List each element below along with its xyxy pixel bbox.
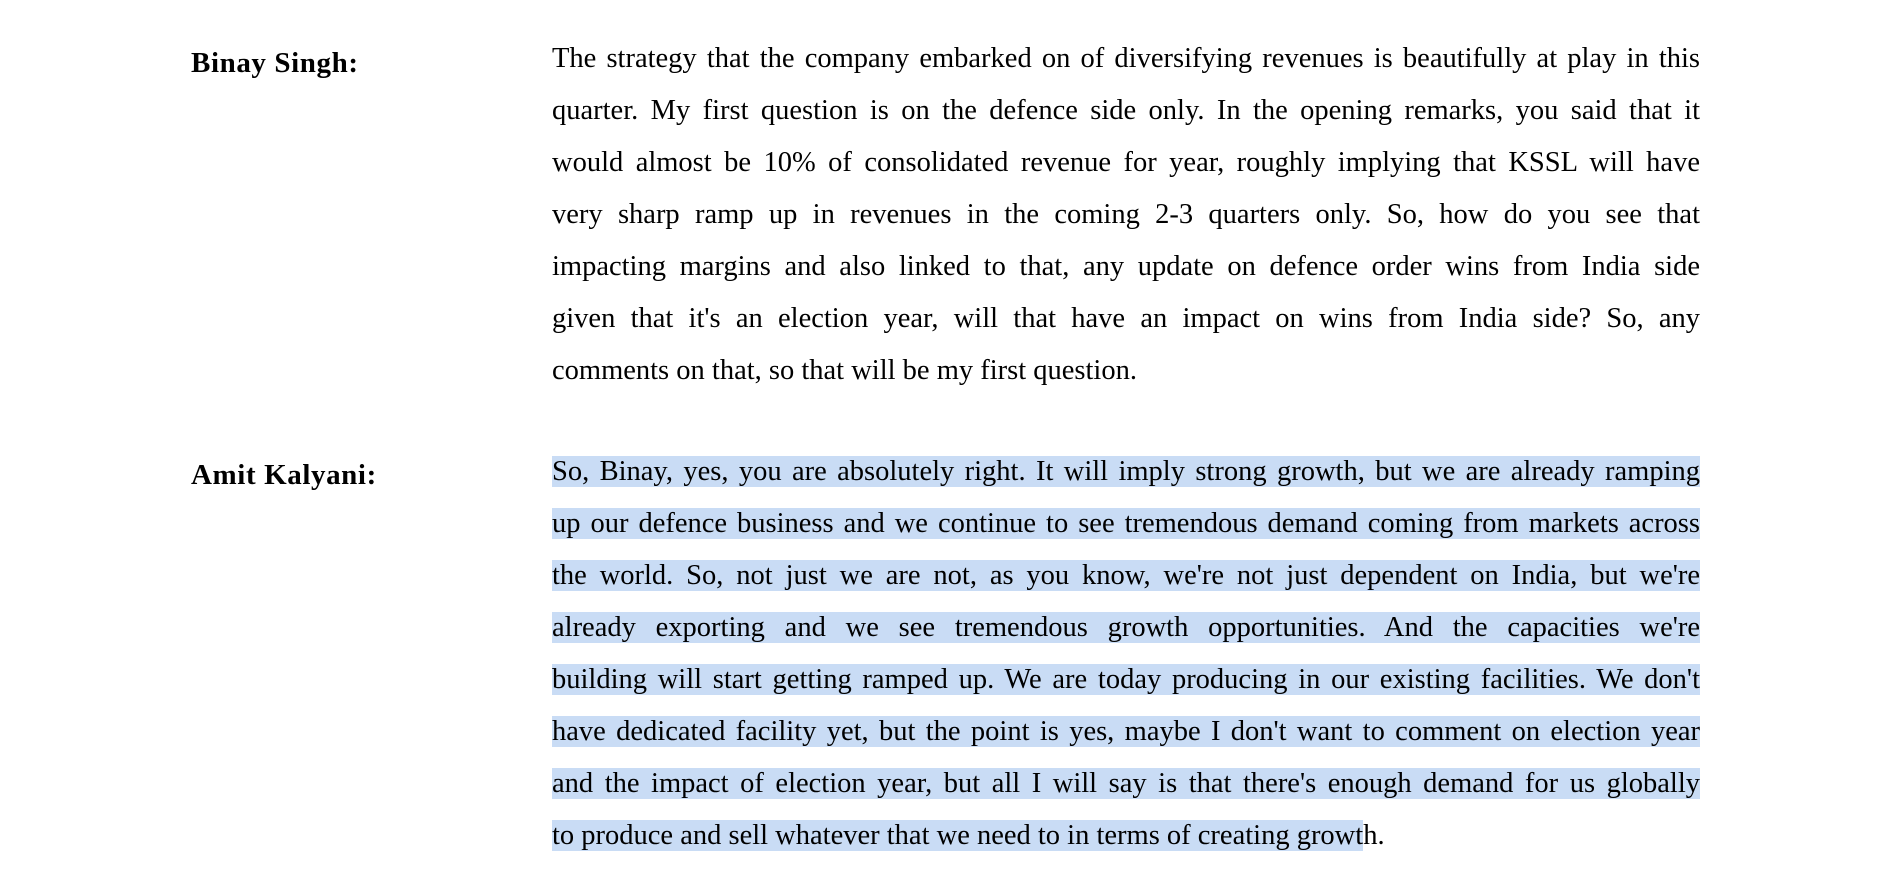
statement-line: comments on that, so that will be my fir… [552, 355, 1137, 386]
selected-line[interactable]: So, Binay, yes, you are absolutely right… [552, 446, 1700, 498]
selection-highlight: the world. So, not just we are not, as y… [552, 560, 1700, 591]
statement-line: quarter. My first question is on the def… [552, 95, 1700, 126]
statement-line: would almost be 10% of consolidated reve… [552, 147, 1700, 178]
selection-highlight: building will start getting ramped up. W… [552, 664, 1700, 695]
selection-highlight: already exporting and we see tremendous … [552, 612, 1700, 643]
selection-highlight: up our defence business and we continue … [552, 508, 1700, 539]
statement-line: The strategy that the company embarked o… [552, 43, 1700, 74]
selection-highlight: and the impact of election year, but all… [552, 768, 1700, 799]
selected-line[interactable]: to produce and sell whatever that we nee… [552, 810, 1700, 862]
statement-line: impacting margins and also linked to tha… [552, 251, 1700, 282]
speaker-statement-amit-kalyani[interactable]: So, Binay, yes, you are absolutely right… [552, 446, 1700, 862]
selected-line[interactable]: building will start getting ramped up. W… [552, 654, 1700, 706]
selected-line[interactable]: already exporting and we see tremendous … [552, 602, 1700, 654]
selected-line[interactable]: and the impact of election year, but all… [552, 758, 1700, 810]
statement-line: given that it's an election year, will t… [552, 303, 1700, 334]
selection-highlight: to produce and sell whatever that we nee… [552, 820, 1364, 851]
speaker-statement-binay-singh: The strategy that the company embarked o… [552, 33, 1700, 397]
speaker-name-amit-kalyani: Amit Kalyani: [191, 459, 377, 491]
statement-line: very sharp ramp up in revenues in the co… [552, 199, 1700, 230]
selection-highlight: So, Binay, yes, you are absolutely right… [552, 456, 1700, 487]
selected-line[interactable]: have dedicated facility yet, but the poi… [552, 706, 1700, 758]
selected-line[interactable]: up our defence business and we continue … [552, 498, 1700, 550]
speaker-name-binay-singh: Binay Singh: [191, 47, 359, 79]
selection-highlight: have dedicated facility yet, but the poi… [552, 716, 1700, 747]
unselected-text-tail: h. [1363, 820, 1385, 851]
selected-line[interactable]: the world. So, not just we are not, as y… [552, 550, 1700, 602]
